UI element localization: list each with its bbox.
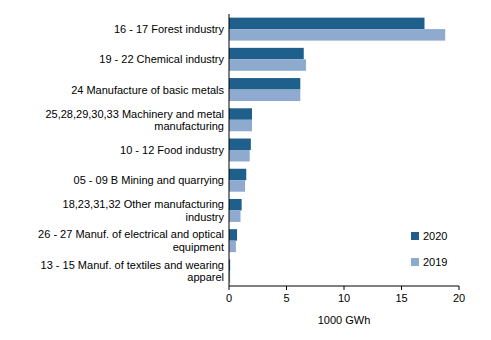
bar bbox=[229, 18, 425, 29]
bar bbox=[229, 169, 246, 180]
x-tick-label: 15 bbox=[395, 292, 407, 304]
y-axis bbox=[229, 14, 230, 286]
x-tick bbox=[459, 286, 460, 290]
bar bbox=[229, 210, 241, 221]
chart: 16 - 17 Forest industry 19 - 22 Chemical … bbox=[0, 0, 491, 340]
x-tick bbox=[344, 286, 345, 290]
bar bbox=[229, 48, 304, 59]
category-label: 13 - 15 Manuf. of textiles and wearingap… bbox=[41, 259, 224, 284]
bar bbox=[229, 29, 445, 40]
chart-container: 16 - 17 Forest industry 19 - 22 Chemical … bbox=[0, 0, 491, 340]
category-label: 05 - 09 B Mining and quarrying bbox=[74, 174, 224, 186]
bar bbox=[229, 139, 251, 150]
bar bbox=[229, 150, 250, 161]
x-tick-label: 10 bbox=[338, 292, 350, 304]
bar bbox=[229, 199, 242, 210]
bar bbox=[229, 120, 252, 131]
category-label: 18,23,31,32 Other manufacturingindustry bbox=[63, 198, 225, 223]
bar bbox=[229, 229, 237, 240]
x-axis-label: 1000 GWh bbox=[318, 314, 371, 326]
legend-label: 2020 bbox=[423, 230, 447, 242]
bars bbox=[229, 18, 445, 283]
category-label: 10 - 12 Food industry bbox=[120, 144, 224, 156]
category-label: 19 - 22 Chemical industry bbox=[99, 53, 224, 65]
legend-label: 2019 bbox=[423, 256, 447, 268]
bar bbox=[229, 108, 252, 119]
x-tick-label: 20 bbox=[453, 292, 465, 304]
legend: 2020 2019 bbox=[411, 230, 447, 268]
legend-swatch bbox=[411, 232, 419, 240]
bar bbox=[229, 180, 245, 191]
bar bbox=[229, 59, 306, 70]
x-tick bbox=[229, 286, 230, 290]
legend-swatch bbox=[411, 258, 419, 266]
category-label: 25,28,29,30,33 Machinery and metalmanufa… bbox=[45, 108, 224, 132]
x-tick-label: 0 bbox=[226, 292, 232, 304]
x-tick bbox=[401, 286, 402, 290]
category-label: 26 - 27 Manuf. of electrical and optical… bbox=[38, 228, 224, 253]
bar bbox=[229, 241, 236, 252]
category-label: 16 - 17 Forest industry bbox=[114, 23, 225, 35]
x-tick-label: 5 bbox=[283, 292, 289, 304]
bar bbox=[229, 78, 300, 89]
category-label: 24 Manufacture of basic metals bbox=[71, 84, 224, 96]
x-tick bbox=[286, 286, 287, 290]
bar bbox=[229, 90, 300, 101]
